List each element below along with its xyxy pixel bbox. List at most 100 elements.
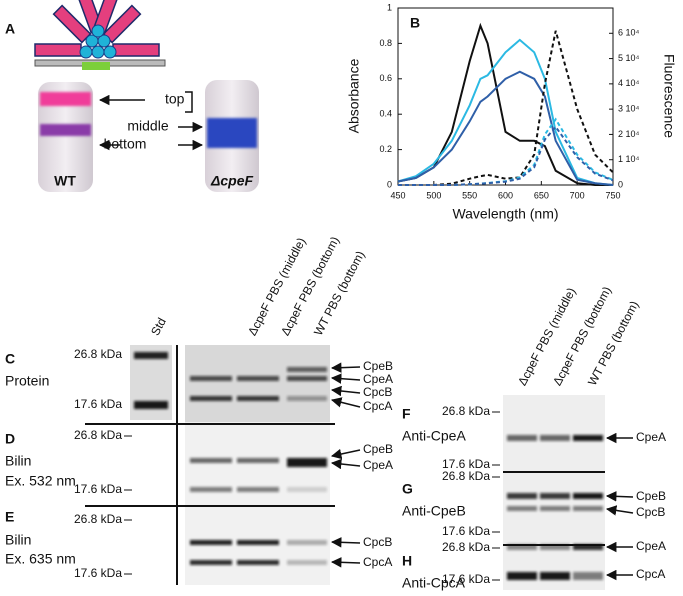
pbs-schematic xyxy=(34,0,166,70)
gel-band xyxy=(190,458,232,463)
series-line xyxy=(397,70,614,186)
gel-band xyxy=(507,506,537,511)
band-label: CpeA xyxy=(363,372,393,386)
x-tick-label: 650 xyxy=(534,190,549,200)
row-label: Anti-CpcA xyxy=(402,575,466,591)
panel-label: D xyxy=(5,431,15,447)
gel-band xyxy=(507,572,537,580)
gel-band xyxy=(507,544,537,550)
band-arrow xyxy=(330,458,361,470)
gel-band xyxy=(540,435,570,441)
tube-label: bottom xyxy=(104,136,147,152)
gel-band xyxy=(190,540,232,545)
lane-label: ΔcpeF PBS (middle) xyxy=(245,235,308,338)
band-label: CpcA xyxy=(636,567,665,581)
y2-tick-label: 2 10⁴ xyxy=(618,129,640,139)
gel-band xyxy=(573,493,603,499)
gel-band xyxy=(573,544,603,550)
gel-band xyxy=(507,435,537,441)
lane-label: Std xyxy=(148,315,169,337)
band-label: CpcB xyxy=(636,505,665,519)
band-arrow xyxy=(605,491,634,502)
band-label: CpcA xyxy=(363,555,392,569)
x-tick-label: 450 xyxy=(390,190,405,200)
panel-label: A xyxy=(5,21,15,37)
band-arrow xyxy=(605,505,634,516)
panel-label: F xyxy=(402,406,411,422)
series-line xyxy=(397,38,614,186)
gel-band xyxy=(237,560,279,565)
band-label: CpeB xyxy=(636,489,666,503)
gel-band xyxy=(540,506,570,511)
x-tick-label: 600 xyxy=(498,190,513,200)
tube-label: top xyxy=(165,91,185,107)
y2-tick-label: 6 10⁴ xyxy=(618,28,640,38)
series-line xyxy=(398,125,614,186)
gel-band xyxy=(237,396,279,401)
gel-band xyxy=(190,487,232,492)
gel-band xyxy=(287,376,327,381)
x-axis-label: Wavelength (nm) xyxy=(452,206,558,222)
y-tick-label: 0.4 xyxy=(379,109,392,119)
band-arrow xyxy=(330,537,361,548)
y2-tick-label: 1 10⁴ xyxy=(618,154,640,164)
marker-label: 26.8 kDa xyxy=(442,469,490,483)
band-label: CpcB xyxy=(363,535,392,549)
gel-band xyxy=(540,493,570,499)
band-arrow xyxy=(330,557,361,568)
marker-label: 26.8 kDa xyxy=(74,512,122,526)
band-label: CpeB xyxy=(363,359,393,373)
y-tick-label: 0.2 xyxy=(379,144,392,154)
tube-mutant xyxy=(205,80,259,192)
gel-image xyxy=(503,395,605,590)
tube-label: middle xyxy=(127,118,168,134)
band-arrow xyxy=(330,373,361,384)
gel-band xyxy=(190,396,232,401)
gel-band xyxy=(287,367,327,372)
gel-band xyxy=(237,458,279,463)
marker-label: 17.6 kDa xyxy=(442,572,490,586)
gel-band xyxy=(237,376,279,381)
y-tick-label: 0 xyxy=(387,179,392,189)
band-label: CpeB xyxy=(363,442,393,456)
band-arrow xyxy=(330,385,361,397)
gel-band xyxy=(287,396,327,401)
panel-label: B xyxy=(410,15,420,31)
x-tick-label: 550 xyxy=(462,190,477,200)
gel-band xyxy=(190,560,232,565)
row-label: Ex. 532 nm xyxy=(5,473,76,489)
y2-axis-label: Fluorescence xyxy=(661,54,677,138)
gel-band xyxy=(287,560,327,565)
y-tick-label: 0.6 xyxy=(379,73,392,83)
gel-band xyxy=(287,487,327,492)
y2-tick-label: 5 10⁴ xyxy=(618,53,640,63)
y-tick-label: 0.8 xyxy=(379,38,392,48)
row-label: Bilin xyxy=(5,453,31,469)
y-axis-label: Absorbance xyxy=(346,58,362,133)
band-label: CpeA xyxy=(636,430,666,444)
band-label: CpeA xyxy=(636,539,666,553)
gel-band xyxy=(190,376,232,381)
panel-label: H xyxy=(402,553,412,569)
marker-label: 17.6 kDa xyxy=(442,524,490,538)
row-label: Protein xyxy=(5,373,49,389)
marker-label: 17.6 kDa xyxy=(74,566,122,580)
y2-tick-label: 3 10⁴ xyxy=(618,104,640,114)
x-tick-label: 750 xyxy=(605,190,620,200)
marker-label: 26.8 kDa xyxy=(442,540,490,554)
tube-arrows xyxy=(98,91,204,151)
gel-band xyxy=(287,458,327,467)
band-label: CpcB xyxy=(363,385,392,399)
y-tick-label: 1 xyxy=(387,2,392,12)
series-line xyxy=(397,22,613,186)
gel-band xyxy=(540,572,570,580)
series-line xyxy=(398,30,614,186)
gel-band xyxy=(134,352,168,359)
y2-tick-label: 4 10⁴ xyxy=(618,78,640,88)
marker-label: 26.8 kDa xyxy=(74,347,122,361)
marker-label: 17.6 kDa xyxy=(74,397,122,411)
x-tick-label: 700 xyxy=(570,190,585,200)
row-label: Bilin xyxy=(5,532,31,548)
gel-image xyxy=(185,345,330,422)
gel-band xyxy=(573,435,603,441)
